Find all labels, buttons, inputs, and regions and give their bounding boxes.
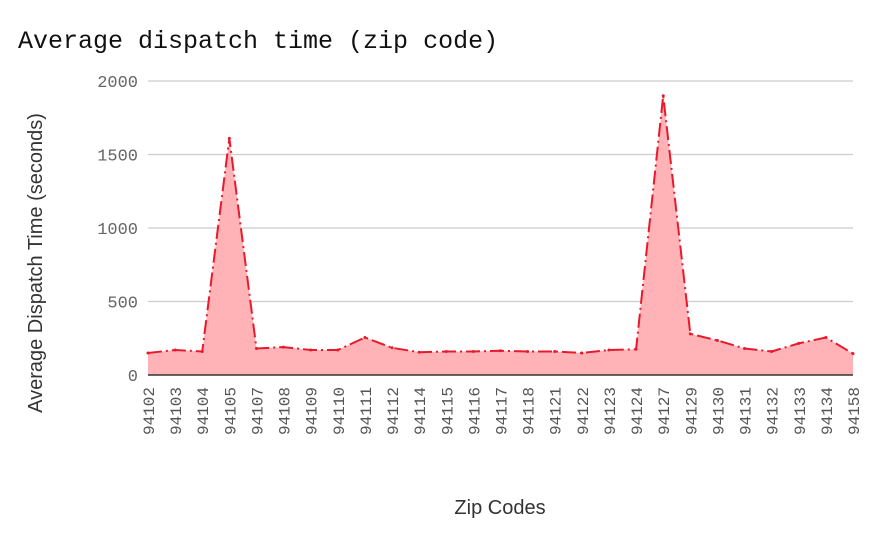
data-point-94134 [824,336,828,340]
x-tick-label: 94104 [195,387,213,435]
x-tick-label: 94131 [738,387,756,435]
data-point-94103 [173,348,177,352]
y-tick-label: 1500 [97,148,138,167]
data-point-94122 [580,351,584,355]
x-tick-label: 94133 [792,387,810,435]
y-axis-ticks: 0 500 1000 1500 2000 [97,74,138,387]
data-point-94115 [444,349,448,353]
x-tick-label: 94102 [141,387,159,435]
x-tick-label: 94108 [277,387,295,435]
x-tick-label: 94109 [304,387,322,435]
chart-title: Average dispatch time (zip code) [18,27,498,56]
x-tick-label: 94158 [846,387,864,435]
data-point-94116 [471,349,475,353]
data-point-94107 [254,347,258,351]
data-point-94110 [336,348,340,352]
y-axis-label: Average Dispatch Time (seconds) [25,113,47,413]
series-area [148,95,853,375]
data-point-94112 [390,346,394,350]
x-tick-label: 94107 [249,387,267,435]
x-tick-label: 94117 [494,387,512,435]
x-tick-label: 94115 [439,387,457,435]
x-tick-label: 94124 [629,387,647,435]
data-point-94130 [715,338,719,342]
gridlines [148,80,853,303]
x-tick-label: 94112 [385,387,403,435]
data-point-94127 [661,94,665,98]
data-point-94108 [282,345,286,349]
data-point-94111 [363,336,367,340]
data-point-94129 [688,332,692,336]
x-tick-label: 94122 [575,387,593,435]
x-tick-label: 94123 [602,387,620,435]
x-tick-label: 94114 [412,387,430,435]
x-tick-label: 94127 [656,387,674,435]
y-tick-label: 1000 [97,221,138,240]
x-tick-label: 94132 [765,387,783,435]
data-point-94124 [634,347,638,351]
x-tick-label: 94105 [222,387,240,435]
data-point-94131 [743,347,747,351]
data-point-94117 [499,349,502,353]
x-tick-label: 94103 [168,387,186,435]
data-point-94105 [227,136,231,140]
y-tick-label: 0 [128,368,138,387]
x-tick-label: 94130 [710,387,728,435]
x-tick-label: 94110 [331,387,349,435]
x-tick-label: 94121 [548,387,566,435]
y-tick-label: 2000 [97,74,138,93]
data-point-94158 [851,352,855,356]
y-tick-label: 500 [107,295,138,314]
data-point-94104 [200,349,204,353]
data-point-94133 [797,341,801,345]
x-tick-label: 94111 [358,387,376,435]
data-point-94114 [417,350,421,354]
series-line [147,94,854,355]
data-point-94132 [770,349,774,353]
x-tick-label: 94116 [466,387,484,435]
series [146,94,855,376]
x-tick-label: 94118 [521,387,539,435]
data-point-94118 [526,349,530,353]
x-axis-ticks: 94102 94103 94104 94105 94107 94108 94109 94110… [141,387,864,435]
data-point-94102 [146,351,150,355]
data-point-94121 [553,349,557,353]
data-point-94123 [607,348,611,352]
data-point-94109 [309,348,313,352]
x-tick-label: 94134 [819,387,837,435]
x-tick-label: 94129 [683,387,701,435]
x-axis-label: Zip Codes [454,497,545,519]
